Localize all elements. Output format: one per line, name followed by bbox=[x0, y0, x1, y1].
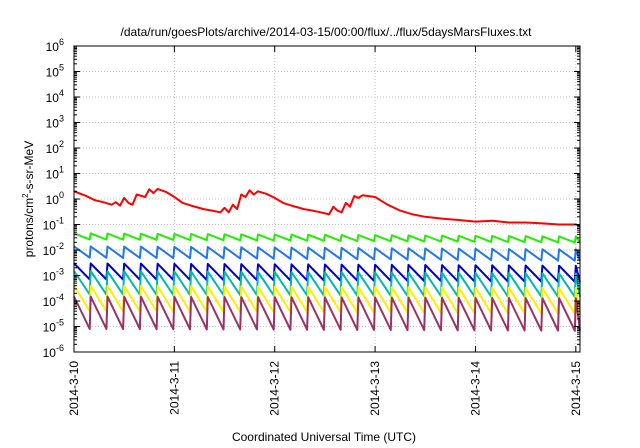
series-line-0 bbox=[73, 187, 581, 227]
x-tick-label: 2014-3-14 bbox=[468, 361, 482, 416]
series-line-4 bbox=[73, 270, 581, 298]
y-tick-label: 105 bbox=[46, 63, 64, 80]
chart-series bbox=[73, 187, 581, 332]
y-tick-label: 10-5 bbox=[43, 318, 64, 335]
y-tick-label: 10-1 bbox=[43, 216, 64, 233]
y-tick-labels: 10-6 10-5 10-4 10-3 10-2 10-1 100 101 102 103 104 1… bbox=[43, 37, 580, 360]
x-tick-label: 2014-3-12 bbox=[268, 361, 282, 416]
y-tick-label: 104 bbox=[46, 88, 64, 105]
x-tick-label: 2014-3-13 bbox=[368, 361, 382, 416]
y-axis-label: protons/cm2-s-sr-MeV bbox=[21, 141, 36, 257]
y-tick-label: 100 bbox=[46, 190, 64, 207]
y-tick-label: 10-2 bbox=[43, 241, 64, 258]
y-tick-label: 103 bbox=[46, 114, 64, 131]
y-tick-label: 102 bbox=[46, 139, 64, 156]
y-tick-label: 106 bbox=[46, 37, 64, 54]
x-tick-label: 2014-3-15 bbox=[569, 361, 583, 416]
x-tick-label: 2014-3-11 bbox=[167, 361, 181, 415]
y-tick-label: 101 bbox=[46, 165, 64, 182]
x-axis-label: Coordinated Universal Time (UTC) bbox=[232, 430, 416, 444]
series-line-2 bbox=[73, 245, 581, 262]
x-tick-label: 2014-3-10 bbox=[67, 361, 81, 416]
series-line-5 bbox=[73, 284, 581, 315]
series-line-3 bbox=[73, 262, 581, 283]
series-line-1 bbox=[73, 232, 581, 244]
y-tick-label: 10-6 bbox=[43, 343, 64, 360]
series-line-6 bbox=[73, 295, 581, 332]
x-tick-labels: 2014-3-10 2014-3-11 2014-3-12 2014-3-13 2014… bbox=[67, 46, 583, 416]
y-tick-label: 10-3 bbox=[43, 267, 64, 284]
chart-title: /data/run/goesPlots/archive/2014-03-15/0… bbox=[121, 25, 533, 39]
y-tick-label: 10-4 bbox=[43, 292, 64, 309]
